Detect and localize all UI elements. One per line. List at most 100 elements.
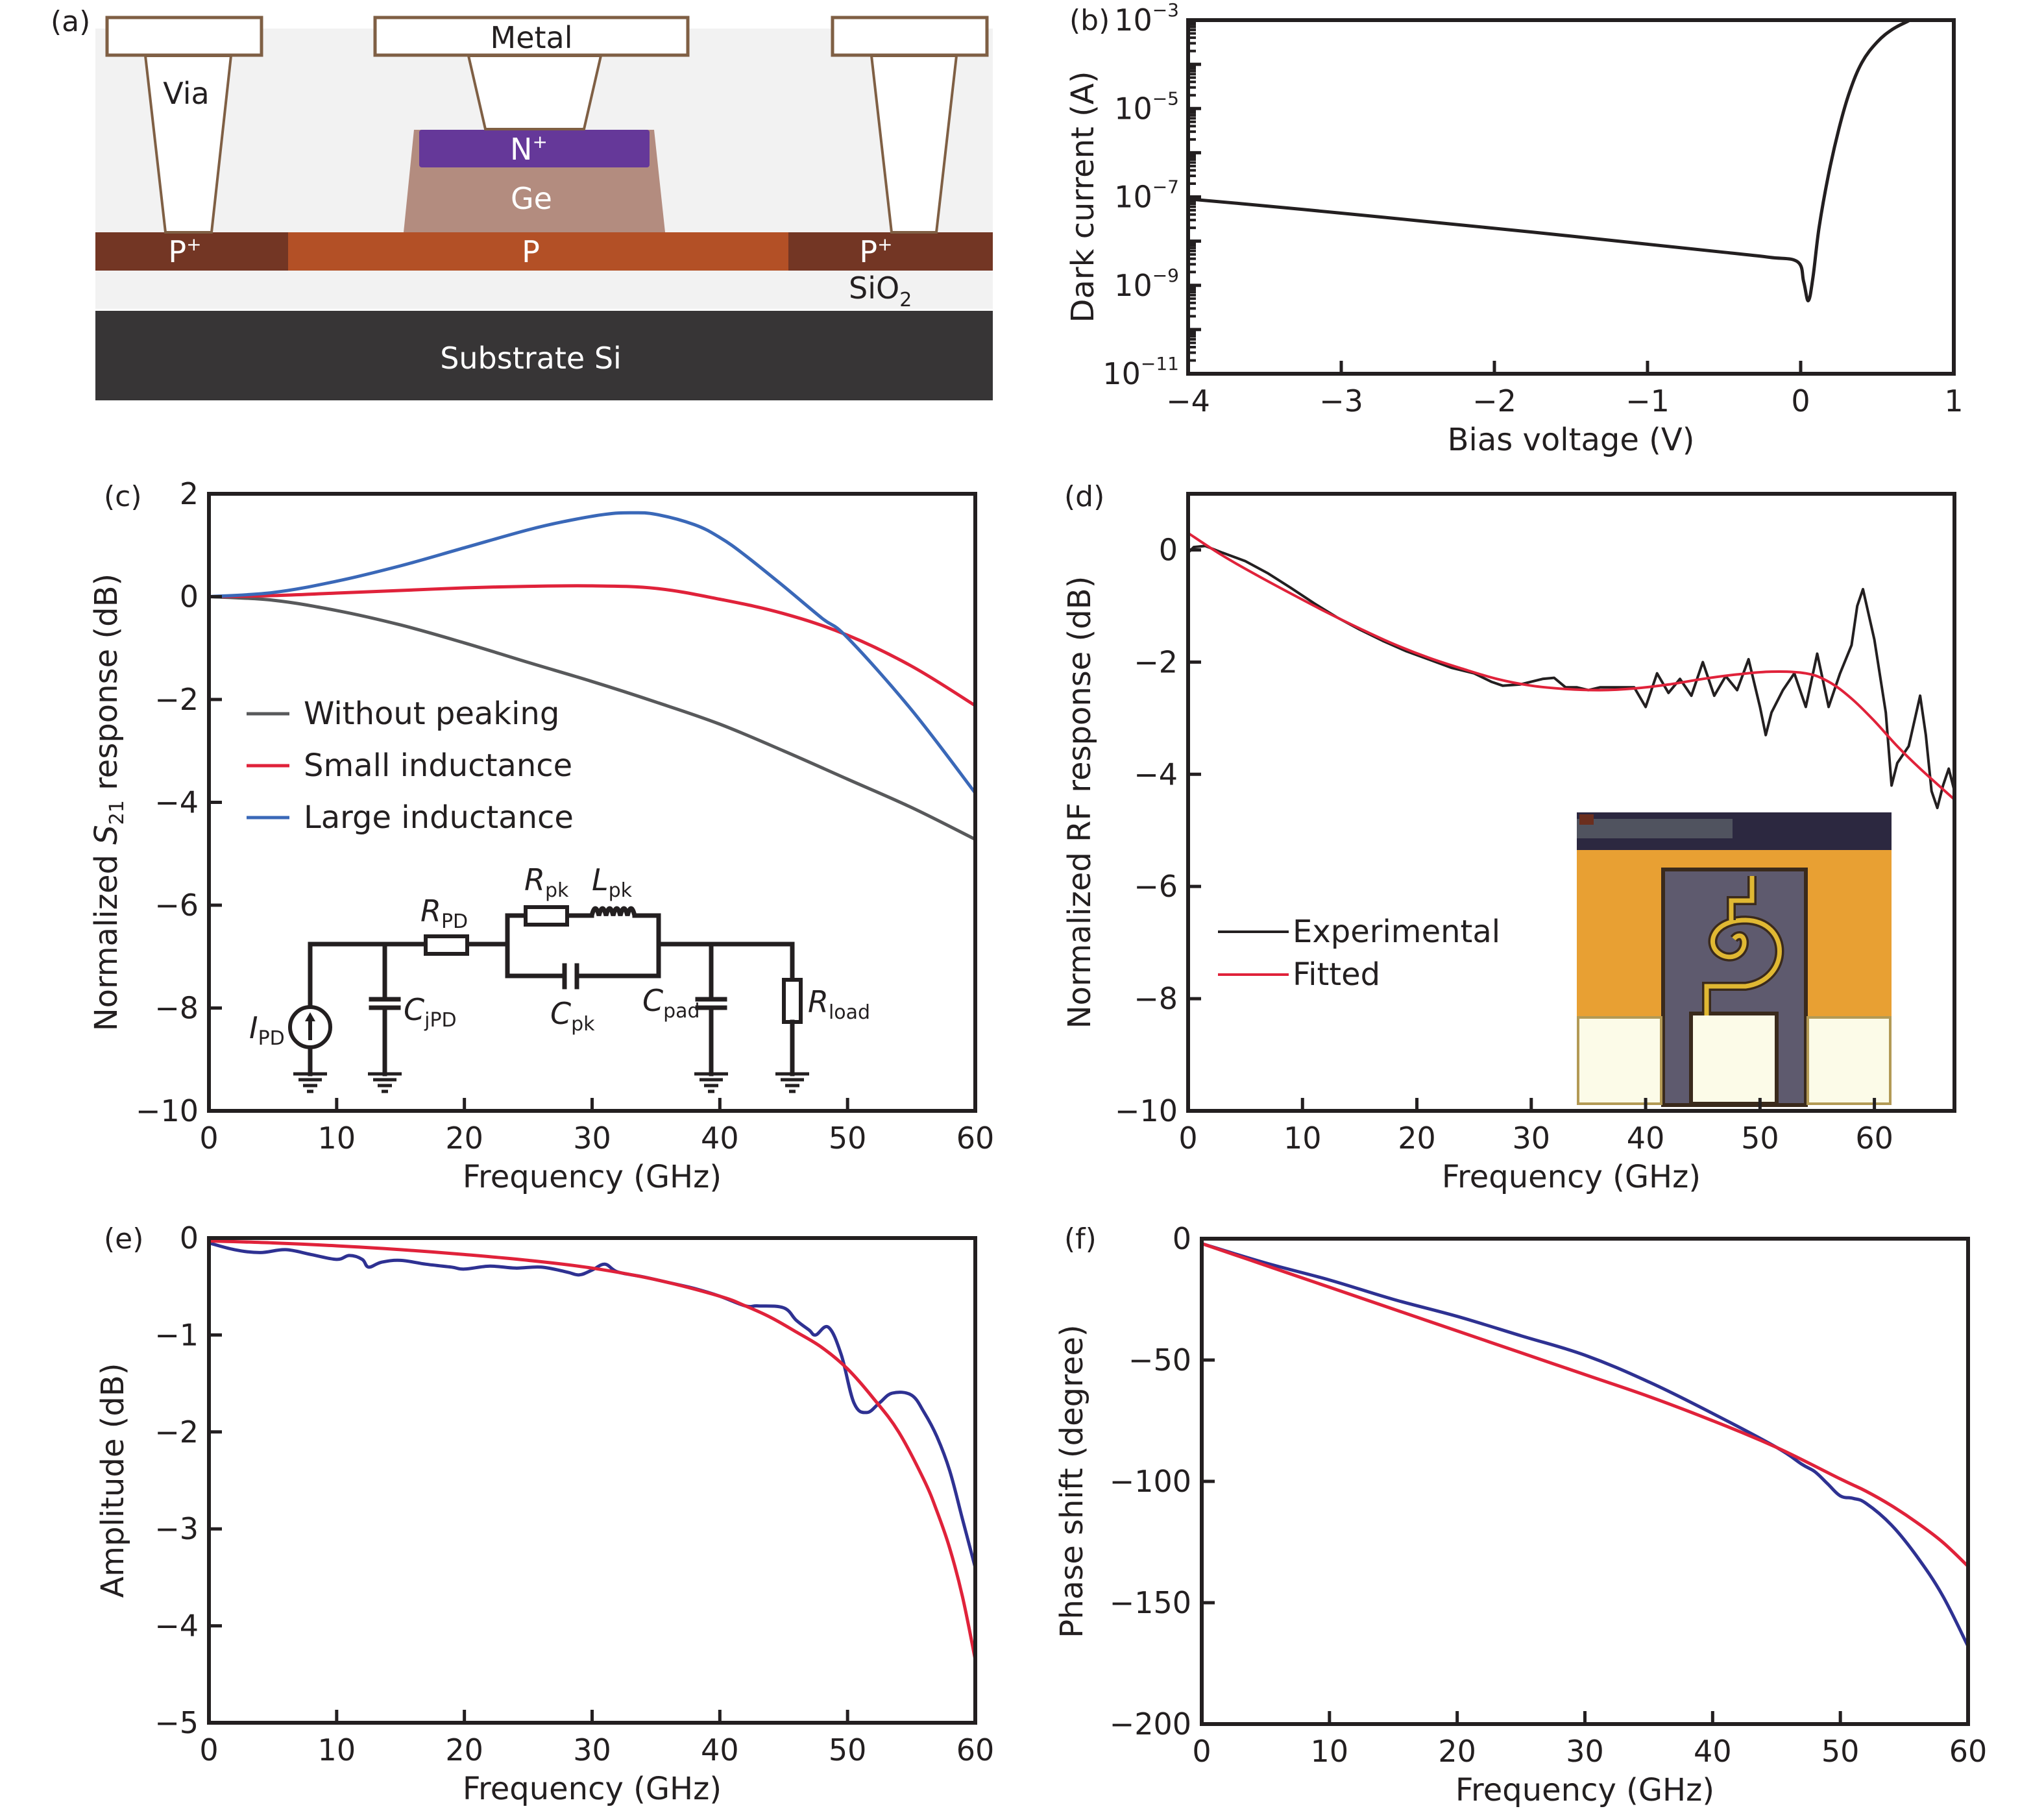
metal-pad-center: [373, 16, 690, 57]
legend-label: Small inductance: [304, 747, 572, 784]
resistor-rload: [782, 978, 803, 1024]
equivalent-circuit: IPD CjPD RPD Rpk Lpk Cpk Cpad Rload: [249, 862, 870, 1093]
x-tick-label: 20: [1438, 1734, 1476, 1769]
y-tick-label: 10−7: [1114, 176, 1179, 215]
y-tick-label: −10: [136, 1093, 199, 1128]
wire-peaking-left: [505, 913, 567, 978]
resistor-rpd: [424, 934, 469, 956]
plot-area-c: 0 10 20 30 40 50 60 −10 −8 −6 −4 −2 0 2 Frequency (GHz…: [88, 476, 994, 1195]
panel-letter-f: (f): [1064, 1222, 1097, 1256]
label-cpad: Cpad: [642, 983, 700, 1023]
series-line-measured: [1202, 1242, 1968, 1648]
series-group-f: [1202, 1242, 1968, 1648]
y-tick-label: −5: [154, 1705, 199, 1740]
plot-area-f: 0 10 20 30 40 50 60 −200 −150 −100 −50 0 Frequency (…: [1054, 1221, 1987, 1808]
inductor-feed: [1729, 876, 1755, 920]
panel-c-s21-simulation: (c) 0 10 20 30 40 50 60 −10 −8 −6 −4 −2 0 2 Frequency …: [88, 476, 994, 1195]
p-label: P: [522, 234, 540, 269]
y-tick-label: 2: [180, 476, 199, 511]
y-tick-label: 10−11: [1102, 353, 1179, 391]
y-tick-label: −2: [1134, 644, 1178, 679]
via-label: Via: [163, 76, 209, 111]
panel-a-cross-section: (a) Metal Via N+ Ge P+ P P+ SiO2 Substra…: [51, 5, 993, 400]
sio2-label: SiO2: [849, 271, 912, 311]
x-tick-label: 0: [199, 1732, 218, 1768]
wire-right: [656, 942, 795, 982]
via-center: [467, 55, 603, 130]
x-tick-label: 10: [318, 1732, 356, 1768]
wire-peaking-right: [574, 913, 661, 978]
y-tick-label: 0: [1173, 1221, 1191, 1256]
x-axis-label: Frequency (GHz): [1442, 1159, 1701, 1195]
x-tick-label: 10: [318, 1121, 356, 1156]
metal-pad-left: [105, 16, 263, 57]
x-tick-label: −4: [1166, 383, 1210, 419]
y-tick-label: 10−9: [1114, 265, 1179, 303]
x-tick-label: 0: [1178, 1121, 1197, 1156]
x-axis-label: Frequency (GHz): [463, 1159, 722, 1195]
plot-area-b: −4 −3 −2 −1 0 1 10−11 10−9 10−7 10−5 10−3 Bias volt…: [1065, 0, 1964, 458]
p-plus-right-region: [788, 232, 993, 271]
x-tick-label: 40: [701, 1121, 739, 1156]
y-tick-label: −10: [1115, 1093, 1178, 1128]
y-axis-label: Normalized RF response (dB): [1062, 576, 1098, 1029]
label-rload: Rload: [808, 984, 870, 1024]
metal-label: Metal: [491, 20, 573, 55]
label-cjpd: CjPD: [404, 992, 457, 1032]
label-lpk: Lpk: [592, 862, 633, 902]
y-axis-label: Dark current (A): [1065, 71, 1101, 323]
x-tick-label: 0: [1791, 383, 1810, 419]
legend-label: Fitted: [1293, 956, 1380, 993]
x-tick-label: 50: [829, 1121, 867, 1156]
current-arrow-head: [305, 1012, 315, 1021]
x-tick-label: 1: [1944, 383, 1963, 419]
ge-label: Ge: [511, 181, 552, 216]
panel-letter-c: (c): [104, 480, 142, 513]
panel-letter-d: (d): [1064, 480, 1104, 513]
y-tick-label: −150: [1110, 1585, 1191, 1620]
x-tick-label: 30: [1513, 1121, 1551, 1156]
y-tick-label: −50: [1128, 1343, 1191, 1378]
panel-d-measured-rf-response: (d) 0 10 20 30 40 50 60 −10 −8 −6 −4 −2 0 Frequency (…: [1062, 480, 1956, 1195]
metal-pad-right: [831, 16, 989, 57]
n-plus-layer: [419, 130, 650, 167]
series-group-c: [209, 511, 975, 842]
plot-area-e: 0 10 20 30 40 50 60 −5 −4 −3 −2 −1 0 Frequency (GHz) A…: [95, 1221, 994, 1807]
y-tick-label: −200: [1110, 1707, 1191, 1742]
x-tick-label: −1: [1625, 383, 1670, 419]
p-plus-left-region: [95, 232, 288, 271]
p-plus-left-label: P+: [168, 234, 201, 269]
x-tick-label: −3: [1319, 383, 1363, 419]
legend-label: Large inductance: [304, 799, 574, 836]
series-group-d: [1188, 531, 1954, 810]
y-tick-label: 10−5: [1114, 88, 1179, 126]
n-plus-label: N+: [510, 131, 548, 167]
x-tick-label: 40: [701, 1732, 739, 1768]
series-line-dark-current: [1188, 20, 1954, 302]
x-tick-label: 60: [956, 1732, 995, 1768]
y-tick-label: −8: [1134, 981, 1178, 1016]
legend-label: Experimental: [1293, 914, 1500, 950]
series-group-e: [209, 1239, 975, 1662]
y-tick-label: −4: [1134, 757, 1178, 792]
y-tick-label: −2: [154, 1415, 199, 1450]
label-ipd: IPD: [249, 1010, 285, 1050]
y-tick-label: −100: [1110, 1464, 1191, 1499]
series-line-fitted: [1202, 1242, 1968, 1568]
y-tick-label: −3: [154, 1511, 199, 1546]
y-tick-label: −6: [1134, 869, 1178, 904]
substrate-label: Substrate Si: [440, 341, 622, 376]
wire-left: [308, 942, 428, 1010]
series-line-measured: [209, 1241, 975, 1570]
x-tick-label: 30: [1566, 1734, 1604, 1769]
plot-frame-b: [1186, 18, 1956, 376]
series-line-fitted: [209, 1239, 975, 1662]
x-tick-label: 30: [573, 1121, 611, 1156]
x-tick-label: 30: [573, 1732, 611, 1768]
panel-b-dark-current: (b) −4 −3 −2 −1 0 1 10−11 10−9 10−7 10−5 10−3 Bias …: [1065, 0, 1964, 458]
metal-contacts: [105, 16, 989, 234]
y-axis-label: Phase shift (degree): [1054, 1324, 1090, 1638]
y-tick-label: −8: [154, 991, 199, 1026]
series-line-without-peaking: [209, 595, 975, 842]
